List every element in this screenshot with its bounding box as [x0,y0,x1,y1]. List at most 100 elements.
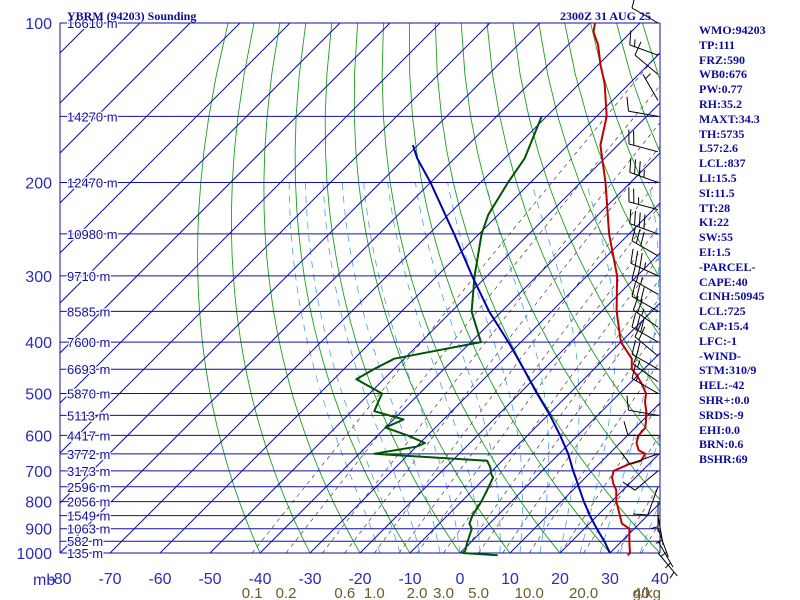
sounding-timestamp: 2300Z 31 AUG 25 [560,9,652,23]
barb-feather-full [631,0,635,9]
index-item: WB0:676 [699,67,747,82]
barb-feather-full [631,265,637,280]
barb-feather-full [631,226,637,241]
moist-adiabat-line [288,182,381,553]
index-item: HEL:-42 [699,378,745,393]
dry-adiabat-line [263,23,361,553]
isotherm-line [60,23,541,504]
index-item: PW:0.77 [699,82,743,97]
barb-feather-full [629,30,632,45]
isotherm-line [409,302,660,553]
height-label-750: 2596 m [67,480,110,495]
dry-adiabat-line [197,23,261,553]
mixing-ratio-label-0p2: 0.2 [276,585,297,600]
height-label-950: 582 m [67,534,103,549]
temperature-tick--80: -80 [48,571,71,588]
wind-barb-125 [634,41,659,75]
barb-feather-full [626,96,629,112]
dry-adiabat-line [460,23,660,501]
barb-feather-full [631,339,637,355]
barb-feather-full [631,282,637,297]
dry-adiabat-line [772,23,800,564]
dewpoint-trace [355,115,543,557]
barb-shaft [628,110,659,117]
barb-feather-half [655,539,663,544]
wind-barb-300 [630,248,659,277]
isotherm-line [309,202,660,553]
height-labels: 16610 m 14270 m 12470 m 10980 m 9710 m 8585 m… [66,15,119,563]
barb-feather-full [620,452,631,465]
barb-feather-full [635,315,641,330]
mixing-ratio-label-2p0: 2.0 [407,585,428,600]
barb-feather-half [643,170,645,178]
isotherm-line [60,23,391,354]
mixing-ratio-label-5p0: 5.0 [468,585,489,600]
isotherm-line [359,252,660,553]
index-item: SI:11.5 [699,185,735,200]
barb-feather-half [669,571,675,579]
barb-feather-full [638,212,641,228]
barb-feather-full [634,250,639,266]
wind-barb-100 [631,0,659,24]
height-label-400: 7600 m [67,335,110,350]
barb-feather-half [637,360,641,368]
barb-feather-full [631,312,637,328]
wind-barb-175 [628,129,659,153]
moist-adiabat-line [322,182,421,553]
barb-shaft [634,470,659,491]
wind-barb-700 [622,470,659,491]
barb-feather-full [629,209,632,224]
temperature-tick-0: 0 [456,571,465,588]
temperature-tick-10: 10 [501,571,519,588]
barb-feather-full [640,317,645,333]
temperature-tick--20: -20 [348,571,371,588]
index-item: LCL:725 [699,304,746,319]
height-label-1000: 135 m [67,546,103,561]
wind-barb-150 [626,96,659,117]
isotherm-line [60,23,591,553]
dry-adiabat-line [564,23,660,280]
index-item: RH:35.2 [699,96,742,111]
isotherm-line [559,452,660,553]
background-lines [59,22,800,564]
wind-barb-1000 [657,552,678,579]
index-item: TP:111 [699,37,736,52]
isotherm-line [60,23,191,154]
barb-feather-full [631,364,637,379]
temperature-tick--70: -70 [98,571,121,588]
index-item: CINH:50945 [699,289,765,304]
pressure-tick-500: 500 [25,386,52,403]
wind-barbs [620,0,678,579]
index-item: SRDS:-9 [699,407,744,422]
index-item: SHR+:0.0 [699,392,750,407]
index-item: TH:5735 [699,126,745,141]
barb-feather-half [634,39,636,47]
barb-feather-full [639,252,643,268]
barb-shaft [634,54,659,75]
moist-adiabat-line [305,182,401,553]
barb-feather-half [635,373,639,382]
wind-barb-900 [657,528,669,558]
mixing-ratio-unit: g/kg [633,585,661,600]
barb-feather-full [640,287,645,302]
dry-adiabat-line [231,23,311,553]
isotherm-line [209,102,660,553]
pressure-tick-1000: 1000 [16,546,52,563]
wind-barb-350 [631,282,659,312]
isotherm-line [509,402,660,553]
barb-feather-full [632,350,639,365]
dry-adiabat-line [590,23,660,219]
height-label-450: 6693 m [67,362,110,377]
height-label-850: 1549 m [67,509,110,524]
barb-feather-half [645,73,651,80]
barb-feather-half [643,262,647,270]
barb-shaft [631,7,659,24]
dry-adiabat-line [353,23,511,553]
index-item: L57:2.6 [699,141,738,156]
mixing-ratio-line [322,122,660,553]
wind-barb-950 [657,540,674,569]
wind-barb-400 [631,312,659,343]
stability-indices-list: WMO:94203 TP:111 FRZ:590 WB0:676 PW:0.77 RH:3… [699,23,766,467]
temperature-trace [592,22,648,557]
barb-feather-half [640,277,643,285]
